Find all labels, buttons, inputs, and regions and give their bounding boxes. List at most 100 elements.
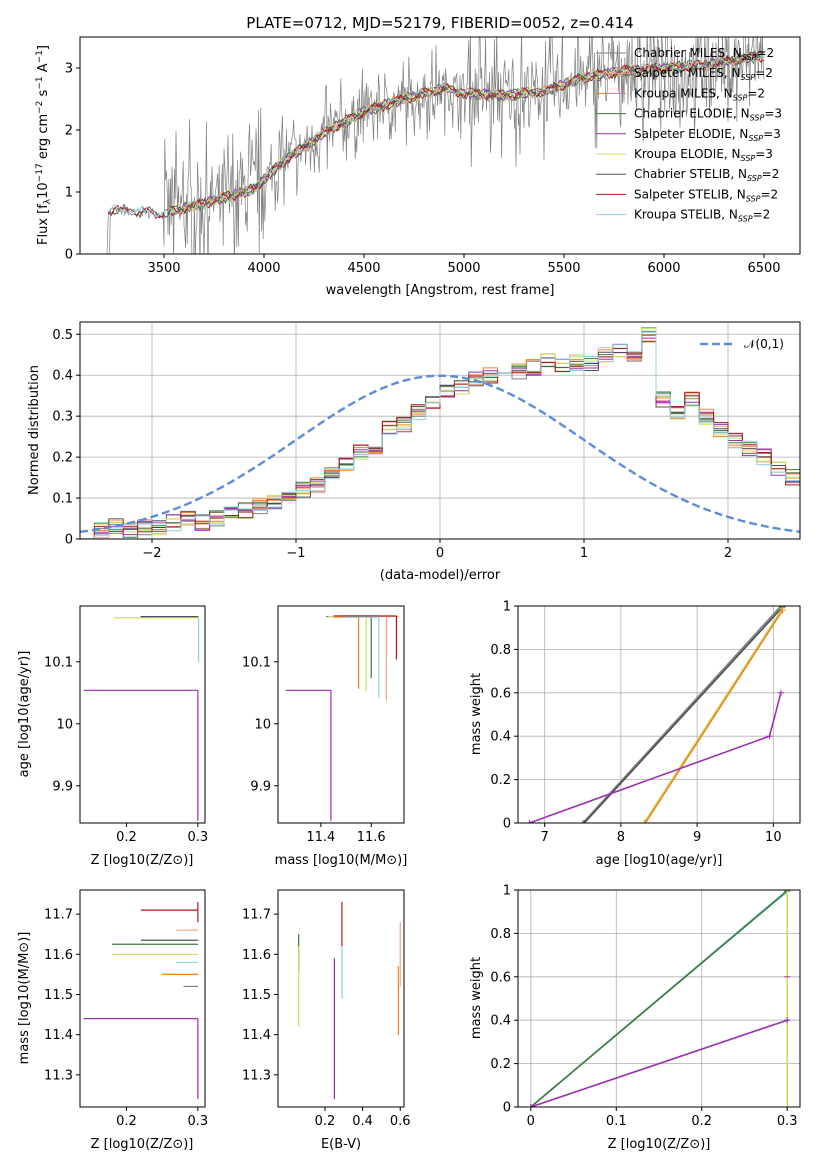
y-tick-label: 0.1 (52, 492, 73, 507)
y-tick-label: 3 (65, 62, 73, 77)
axes-frame (79, 36, 801, 255)
y-tick-label: 10.1 (44, 655, 73, 670)
y-axis-label: age [log10(age/yr)] (17, 651, 32, 778)
y-tick-label: 0.4 (490, 1014, 511, 1029)
y-axis-label: mass weight (469, 957, 484, 1039)
y-tick-label: 0 (503, 817, 511, 832)
legend-entry: Chabrier STELIB, NSSP=2 (634, 167, 779, 183)
x-tick-label: 1 (580, 546, 588, 561)
y-tick-label: 0.4 (490, 730, 511, 745)
x-tick-label: 5500 (547, 261, 580, 276)
model-line-4 (167, 50, 764, 217)
model-line-8 (107, 53, 765, 218)
y-tick-label: 2 (65, 124, 73, 139)
model-line-6 (107, 50, 765, 220)
panels: 3500 4000 4500 5000 5500 6000 6500 0 1 2 3 Chabrier… (17, 36, 801, 1152)
panel-residuals: −2 −1 0 1 2 0 0.1 0.2 0.3 0.4 0.5 𝒩(0,1) (data-model… (27, 321, 801, 583)
y-tick-label: 11.5 (242, 988, 271, 1003)
y-tick-label: 0.8 (490, 927, 511, 942)
y-tick-label: 11.5 (44, 988, 73, 1003)
x-tick-label: 4500 (347, 261, 380, 276)
y-axis-label: mass weight (469, 673, 484, 755)
x-tick-label: 0.4 (352, 1114, 373, 1129)
y-tick-label: 0.6 (490, 686, 511, 701)
axes-frame (517, 889, 801, 1108)
histogram-8 (80, 331, 800, 539)
x-axis-label: (data-model)/error (380, 568, 501, 583)
x-tick-label: 0.3 (188, 830, 209, 845)
legend-entry: Kroupa MILES, NSSP=2 (634, 86, 765, 102)
legend-entry: Salpeter MILES, NSSP=2 (634, 66, 773, 82)
y-tick-label: 0 (65, 533, 73, 548)
y-tick-label: 11.3 (44, 1068, 73, 1083)
x-tick-label: 0.2 (116, 1114, 137, 1129)
weight-line-1 (530, 890, 788, 1107)
y-tick-label: 10 (254, 717, 271, 732)
panel-massweight_vs_age: 7 8 9 10 0 0.2 0.4 0.6 0.8 1 age [log10(age/yr)] ma… (469, 600, 801, 868)
x-tick-label: −1 (286, 546, 305, 561)
legend-entry: Kroupa ELODIE, NSSP=3 (634, 147, 773, 163)
x-tick-label: 0 (436, 546, 444, 561)
x-tick-label: 0.1 (606, 1114, 627, 1129)
legend: Chabrier MILES, NSSP=2 Salpeter MILES, NS… (596, 46, 782, 224)
axes-frame (79, 605, 206, 824)
panel-mass_vs_ebv: 0.2 0.4 0.6 11.3 11.4 11.5 11.6 11.7 E(B-V) (242, 889, 411, 1152)
legend-entry: Salpeter STELIB, NSSP=2 (634, 187, 778, 203)
x-tick-label: −2 (142, 546, 161, 561)
x-tick-label: 0.2 (116, 830, 137, 845)
plot-area (80, 327, 800, 539)
weight-line-4 (644, 609, 784, 823)
legend-entry: Salpeter ELODIE, NSSP=3 (634, 127, 781, 143)
y-tick-label: 0.2 (52, 451, 73, 466)
x-tick-label: 7 (541, 830, 549, 845)
y-tick-label: 0.8 (490, 643, 511, 658)
x-tick-label: 6000 (647, 261, 680, 276)
x-axis-label: Z [log10(Z/Z⊙)] (91, 1137, 194, 1152)
histogram-5 (80, 327, 800, 539)
y-tick-label: 0 (503, 1101, 511, 1116)
y-tick-label: 0.6 (490, 970, 511, 985)
x-axis-label: mass [log10(M/M⊙)] (275, 853, 408, 868)
panel-massweight_vs_Z: 0 0.1 0.2 0.3 0 0.2 0.4 0.6 0.8 1 Z [log10(Z/Z⊙)] m… (469, 884, 801, 1152)
y-tick-label: 0.3 (52, 410, 73, 425)
y-tick-label: 11.6 (44, 948, 73, 963)
x-tick-label: 0.2 (691, 1114, 712, 1129)
panel-mass_vs_Z: 0.2 0.3 11.3 11.4 11.5 11.6 11.7 Z [log10(Z/Z⊙)… (17, 889, 209, 1152)
y-tick-label: 9.9 (52, 779, 73, 794)
x-tick-label: 3500 (147, 261, 180, 276)
weight-line-5 (529, 692, 782, 823)
legend-entry: Chabrier ELODIE, NSSP=3 (634, 107, 782, 123)
x-tick-label: 11.4 (306, 830, 335, 845)
y-tick-label: 10.1 (242, 655, 271, 670)
axes-frame (517, 605, 801, 824)
plot-area (527, 890, 791, 1107)
y-tick-label: 1 (503, 600, 511, 615)
legend-entry: Chabrier MILES, NSSP=2 (634, 46, 774, 62)
x-tick-label: 0.3 (188, 1114, 209, 1129)
y-tick-label: 9.9 (250, 779, 271, 794)
panel-age_vs_Z: 0.2 0.3 9.9 10 10.1 Z [log10(Z/Z⊙)] age [log10… (17, 605, 209, 868)
panel-age_vs_mass: 11.4 11.6 9.9 10 10.1 mass [log10(M/M⊙)] (242, 605, 408, 868)
y-axis-label: Flux [fλ10−17 erg cm−2 s−1 A−1] (35, 45, 53, 245)
axes-frame (79, 889, 206, 1108)
y-axis-label: mass [log10(M/M⊙)] (17, 932, 32, 1065)
y-axis-label: Normed distribution (27, 365, 42, 495)
x-tick-label: 6500 (747, 261, 780, 276)
x-tick-label: 0.3 (777, 1114, 798, 1129)
x-tick-label: 4000 (247, 261, 280, 276)
y-tick-label: 0 (65, 248, 73, 263)
x-axis-label: E(B-V) (321, 1137, 361, 1152)
plot-area (526, 606, 786, 823)
plot-area (83, 615, 200, 821)
weight-line-1 (582, 606, 782, 823)
y-tick-label: 11.4 (44, 1028, 73, 1043)
x-tick-label: 8 (617, 830, 625, 845)
y-tick-label: 10 (56, 717, 73, 732)
x-tick-label: 5000 (447, 261, 480, 276)
y-tick-label: 11.4 (242, 1028, 271, 1043)
y-tick-label: 11.6 (242, 948, 271, 963)
plot-area (106, 37, 765, 254)
x-tick-label: 0.2 (315, 1114, 336, 1129)
y-tick-label: 1 (65, 186, 73, 201)
